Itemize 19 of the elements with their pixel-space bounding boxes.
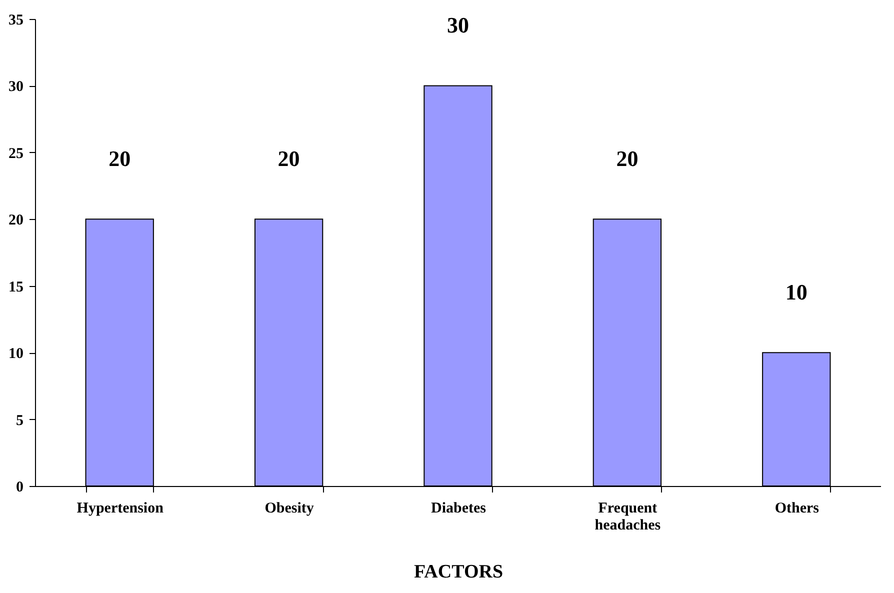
y-tick-label: 20	[8, 212, 24, 229]
x-tick-label: Hypertension	[76, 500, 164, 516]
x-tick-label: Frequent headaches	[594, 500, 661, 534]
y-tick-label: 35	[8, 12, 24, 28]
data-label: 20	[616, 146, 638, 172]
y-tick-label: 25	[8, 146, 24, 162]
y-tick-label: 10	[8, 346, 24, 362]
y-tick-label: 15	[8, 279, 24, 296]
x-tick-label: Others	[774, 500, 820, 516]
x-tick-label: Diabetes	[431, 500, 486, 516]
x-tick-label: Obesity	[264, 500, 314, 516]
x-axis-title: FACTORS	[414, 562, 504, 582]
data-label: 10	[785, 280, 808, 305]
y-tick-label: 0	[16, 480, 24, 496]
data-label: 20	[108, 146, 131, 172]
y-tick-label: 30	[8, 79, 24, 96]
y-tick-label: 5	[16, 412, 24, 429]
data-label: 30	[447, 12, 469, 38]
data-label: 20	[278, 146, 300, 172]
